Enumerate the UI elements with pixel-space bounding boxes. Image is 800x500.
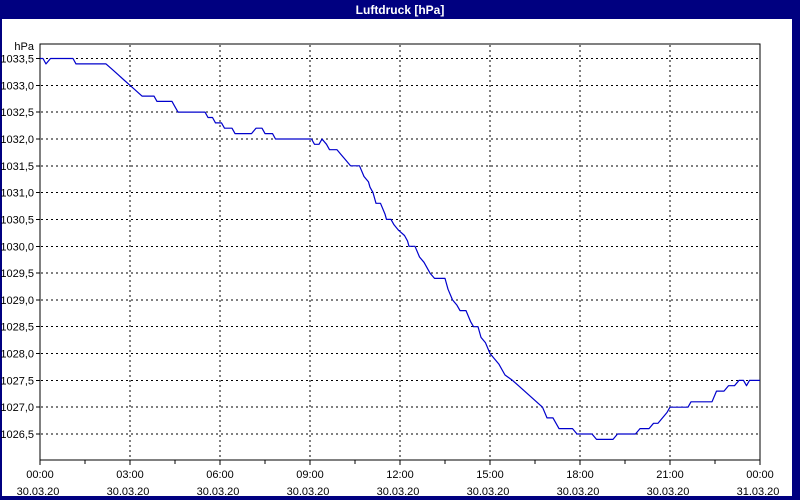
x-tick-date-label: 30.03.20 [197, 486, 240, 498]
x-tick-date-label: 30.03.20 [107, 486, 150, 498]
y-tick-label: 1027,5 [0, 375, 34, 387]
x-tick-time-label: 15:00 [476, 469, 504, 481]
y-tick-label: 1028,5 [0, 322, 34, 334]
chart-title: Luftdruck [hPa] [355, 2, 445, 17]
x-tick-date-label: 31.03.20 [737, 486, 780, 498]
y-tick-label: 1028,0 [0, 349, 34, 361]
y-tick-label: 1031,5 [0, 161, 34, 173]
x-tick-time-label: 12:00 [386, 469, 414, 481]
x-tick-time-label: 00:00 [26, 469, 54, 481]
y-tick-label: 1027,0 [0, 402, 34, 414]
x-tick-date-label: 30.03.20 [467, 486, 510, 498]
y-tick-label: 1033,0 [0, 80, 34, 92]
y-tick-label: 1026,5 [0, 429, 34, 441]
y-tick-label: 1030,0 [0, 241, 34, 253]
plot-frame [39, 43, 761, 461]
y-tick-label: 1032,0 [0, 134, 34, 146]
pressure-line [40, 57, 760, 440]
x-tick-date-label: 30.03.20 [557, 486, 600, 498]
y-tick-label: 1029,5 [0, 268, 34, 280]
y-tick-label: 1032,5 [0, 107, 34, 119]
y-axis-unit-label: hPa [14, 41, 34, 53]
x-tick-time-label: 09:00 [296, 469, 324, 481]
y-tick-label: 1031,0 [0, 188, 34, 200]
x-tick-time-label: 21:00 [656, 469, 684, 481]
x-tick-time-label: 18:00 [566, 469, 594, 481]
x-tick-time-label: 00:00 [746, 469, 774, 481]
y-tick-label: 1033,5 [0, 54, 34, 66]
y-tick-label: 1030,5 [0, 214, 34, 226]
x-tick-date-label: 30.03.20 [287, 486, 330, 498]
x-tick-time-label: 06:00 [206, 469, 234, 481]
x-tick-time-label: 03:00 [116, 469, 144, 481]
x-tick-date-label: 30.03.20 [17, 486, 60, 498]
title-bar[interactable]: Luftdruck [hPa] [0, 0, 800, 19]
x-tick-date-label: 30.03.20 [647, 486, 690, 498]
chart-background [2, 19, 792, 496]
x-tick-date-label: 30.03.20 [377, 486, 420, 498]
y-tick-label: 1029,0 [0, 295, 34, 307]
